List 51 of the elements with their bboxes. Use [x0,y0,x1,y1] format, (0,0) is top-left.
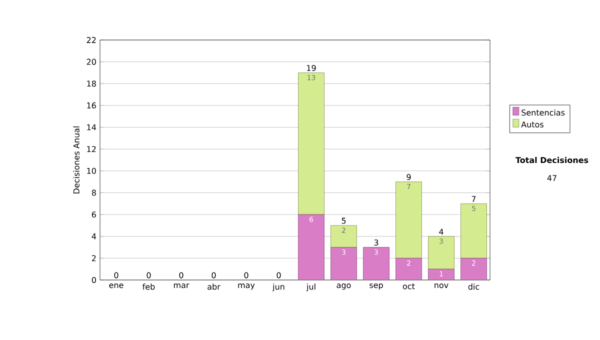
bar [460,258,487,280]
y-tick-label: 6 [92,212,96,218]
total-label: 0 [276,272,281,278]
total-label: 0 [212,272,216,278]
x-tick-label: ago [336,284,351,290]
bar [298,214,324,280]
total-label: 19 [307,64,316,72]
bar [330,225,357,248]
total-label: 9 [406,174,411,180]
y-tick-label: 20 [86,58,96,65]
bar [396,258,422,280]
legend-label: Autos [521,122,544,128]
y-tick-label: 16 [87,102,96,108]
total-label: 0 [146,272,151,278]
legend-label: Sentencias [522,109,565,116]
bar [298,72,324,215]
total-label: 5 [342,218,346,224]
y-tick-label: 12 [87,146,96,152]
bar [330,247,357,280]
x-tick-label: abr [208,284,220,290]
total-label: 7 [472,196,476,202]
bar [428,236,454,270]
y-tick-label: 0 [92,276,96,284]
total-label: 0 [179,272,184,278]
y-tick-label: 2 [92,255,96,262]
y-tick-label: 10 [87,168,96,174]
x-tick-label: feb [142,284,155,290]
total-label: 0 [114,272,118,278]
y-tick-label: 22 [86,37,96,43]
x-tick-label: sep [370,284,383,290]
total-label: 3 [374,240,378,246]
x-tick-label: oct [402,284,415,290]
y-tick-label: 4 [92,233,96,240]
bar [396,182,422,258]
y-tick-label: 8 [92,190,96,196]
y-tick-label: 18 [87,80,96,87]
y-axis-title: Decisiones Anual [73,126,80,194]
x-tick-label: jun [272,284,284,292]
total-label: 4 [439,228,444,235]
bar [363,247,390,280]
x-tick-label: jul [306,284,316,292]
x-tick-label: mar [174,284,190,288]
text: Total Decisiones [515,156,588,164]
text: 47 [547,175,556,181]
x-tick-label: dic [468,284,480,290]
bar [460,203,487,258]
x-tick-label: may [238,284,255,290]
x-tick-label: ene [109,284,124,288]
x-tick-label: nov [434,284,448,288]
total-label: 0 [244,272,248,278]
y-tick-label: 14 [87,124,96,130]
